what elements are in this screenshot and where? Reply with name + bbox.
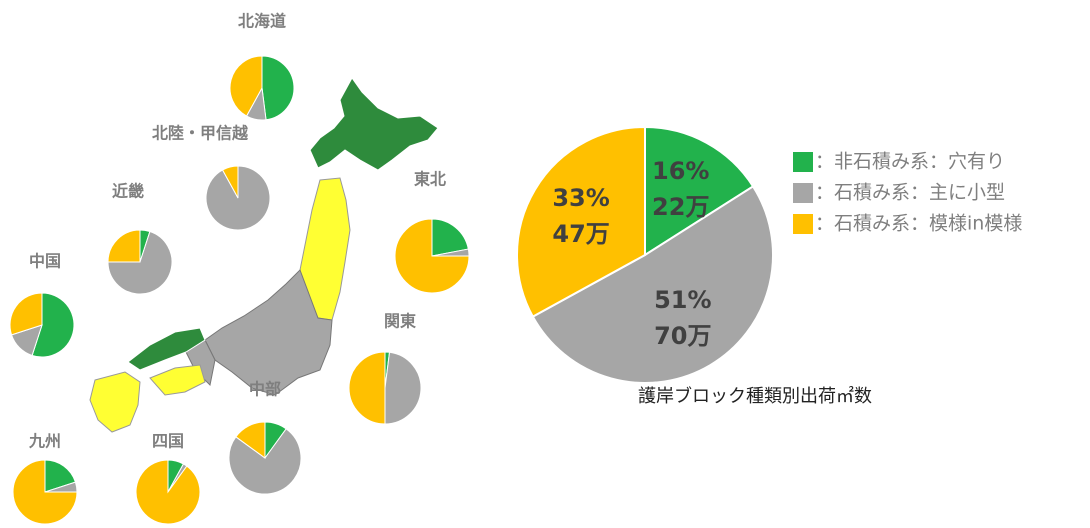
region-title: 中部 [249,380,281,399]
legend-swatch [793,214,813,234]
legend-label: ：石積み系：主に小型 [815,182,1005,204]
value-label: 51% [654,286,711,314]
pie-slice [431,218,469,257]
pie-slice [12,459,78,525]
value-label: 16% [652,157,709,185]
pie-slice [644,125,755,257]
legend-swatch [793,152,813,172]
pie-slice [221,165,239,199]
legend-label: ：非石積み系：穴有り [815,151,1005,173]
pie-slice [516,125,646,319]
legend-label: ：石積み系：模様in模様 [815,213,1022,235]
chugoku [127,327,206,371]
region-title: 東北 [414,170,446,189]
region-title: 近畿 [112,182,144,201]
pie-slice [531,185,774,384]
region-title: 北海道 [238,12,286,31]
pie-slice [107,229,141,263]
pie-slice [44,459,77,493]
region-title: 関東 [384,312,416,331]
pie-slice [348,351,386,425]
hokkaido [309,77,439,171]
japan-map [89,77,439,433]
region-title: 四国 [152,432,184,451]
pie-slice [9,292,43,336]
legend-swatch [793,183,813,203]
pie-slice [31,292,75,358]
pie-slice [261,55,295,121]
pie-slice [229,55,263,117]
amount-label: 22万 [652,193,709,221]
region-title: 北陸・甲信越 [152,124,249,143]
region-title: 九州 [28,432,61,451]
amount-label: 70万 [654,322,711,350]
pie-slice [107,230,173,295]
kyushu [89,371,141,433]
shikoku [149,364,206,396]
value-label: 33% [552,184,609,212]
pie-slice [394,218,470,294]
amount-label: 47万 [552,220,609,248]
pie-slice [235,421,266,459]
region-title: 中国 [29,252,61,271]
chubu-kanto [204,269,333,396]
chart-title: 護岸ブロック種類別出荷㎡数 [638,385,872,407]
pie-slice [135,459,201,525]
pie-slice [384,351,422,425]
